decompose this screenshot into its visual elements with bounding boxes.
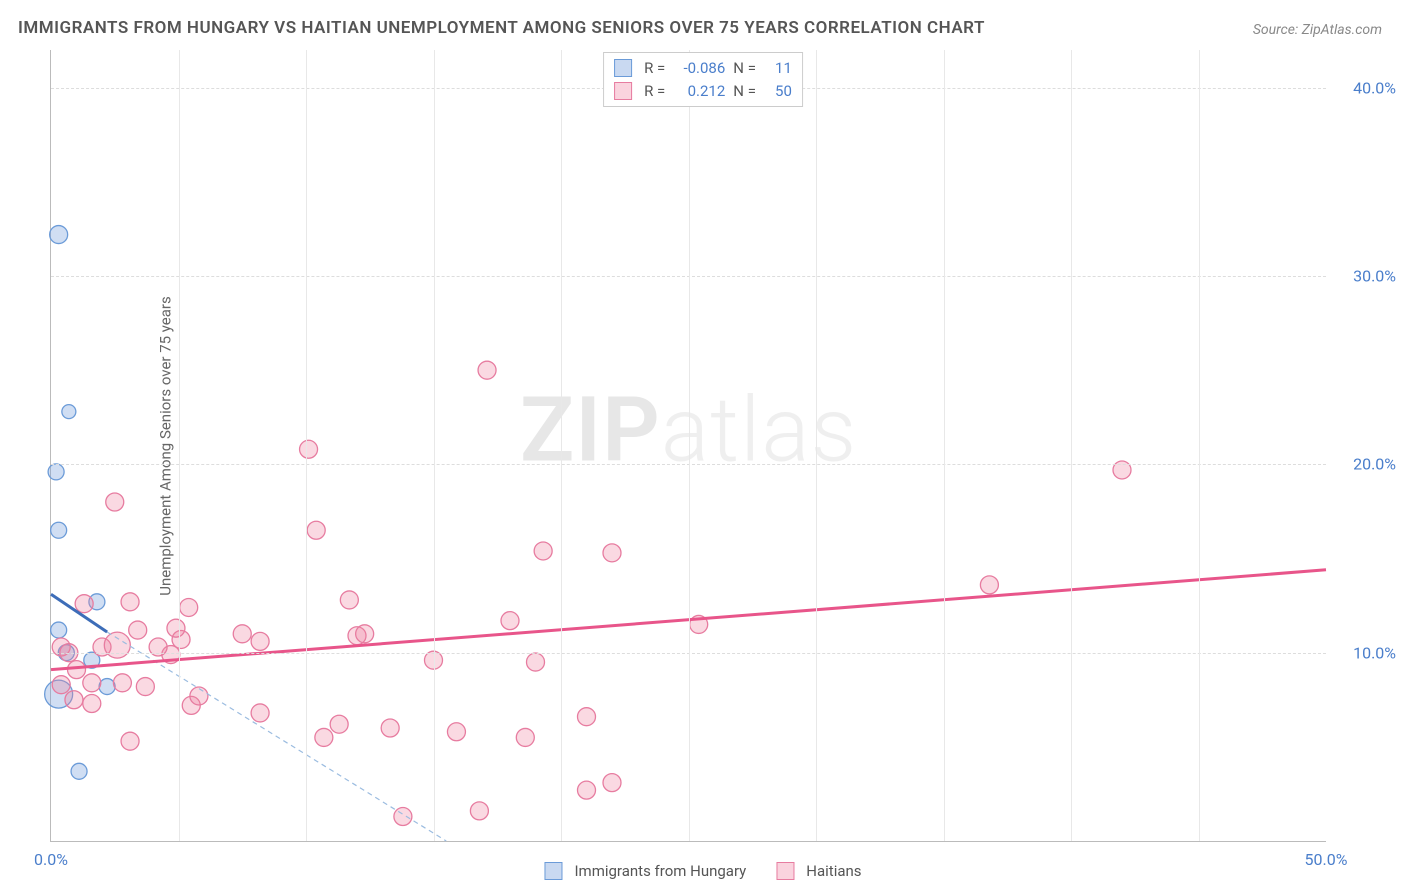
y-tick-label: 20.0% — [1336, 455, 1396, 474]
data-point — [51, 522, 67, 538]
trend-line-ext — [107, 632, 446, 841]
data-point — [106, 493, 124, 511]
n-value: 11 — [764, 57, 792, 80]
data-point — [190, 687, 208, 705]
chart-title: IMMIGRANTS FROM HUNGARY VS HAITIAN UNEMP… — [18, 18, 985, 38]
data-point — [300, 440, 318, 458]
data-point — [603, 774, 621, 792]
data-point — [516, 728, 534, 746]
data-point — [83, 695, 101, 713]
legend-label: Haitians — [806, 862, 861, 880]
data-point — [75, 595, 93, 613]
data-point — [51, 622, 67, 638]
data-point — [578, 708, 596, 726]
data-point — [251, 704, 269, 722]
source-label: Source: ZipAtlas.com — [1253, 22, 1382, 38]
legend-swatch-icon — [614, 59, 632, 77]
data-point — [980, 576, 998, 594]
x-tick-label: 0.0% — [34, 850, 68, 869]
n-label: N = — [733, 80, 756, 103]
data-point — [121, 593, 139, 611]
data-point — [330, 715, 348, 733]
data-point — [478, 361, 496, 379]
n-label: N = — [733, 57, 756, 80]
stats-legend-row: R = -0.086 N = 11 — [614, 57, 792, 80]
data-point — [48, 464, 64, 480]
data-point — [136, 678, 154, 696]
data-point — [50, 226, 68, 244]
legend-label: Immigrants from Hungary — [574, 862, 746, 880]
data-point — [233, 625, 251, 643]
r-label: R = — [644, 57, 665, 80]
legend-item: Immigrants from Hungary — [544, 862, 746, 880]
data-point — [129, 621, 147, 639]
data-point — [121, 732, 139, 750]
data-point — [167, 619, 185, 637]
data-point — [501, 612, 519, 630]
data-point — [470, 802, 488, 820]
data-point — [315, 728, 333, 746]
data-point — [534, 542, 552, 560]
legend-swatch-icon — [614, 82, 632, 100]
y-tick-label: 10.0% — [1336, 643, 1396, 662]
stats-legend: R = -0.086 N = 11 R = 0.212 N = 50 — [603, 52, 803, 107]
data-point — [83, 674, 101, 692]
data-point — [603, 544, 621, 562]
data-point — [65, 691, 83, 709]
data-point — [381, 719, 399, 737]
data-point — [180, 598, 198, 616]
data-point — [62, 405, 76, 419]
data-point — [307, 521, 325, 539]
legend-swatch-icon — [776, 862, 794, 880]
legend-item: Haitians — [776, 862, 861, 880]
y-tick-label: 40.0% — [1336, 78, 1396, 97]
r-label: R = — [644, 80, 665, 103]
data-point — [52, 676, 70, 694]
data-point — [527, 653, 545, 671]
y-tick-label: 30.0% — [1336, 267, 1396, 286]
data-point — [104, 632, 130, 658]
data-point — [340, 591, 358, 609]
data-point — [251, 632, 269, 650]
r-value: 0.212 — [673, 80, 725, 103]
r-value: -0.086 — [673, 57, 725, 80]
bottom-legend: Immigrants from Hungary Haitians — [544, 862, 861, 880]
data-point — [447, 723, 465, 741]
x-tick-label: 50.0% — [1305, 850, 1348, 869]
data-point — [356, 625, 374, 643]
legend-swatch-icon — [544, 862, 562, 880]
data-point — [99, 679, 115, 695]
data-point — [394, 808, 412, 826]
data-point — [71, 763, 87, 779]
plot-area: ZIPatlas 10.0%20.0%30.0%40.0%0.0%50.0% — [50, 50, 1326, 842]
data-point — [578, 781, 596, 799]
n-value: 50 — [764, 80, 792, 103]
data-point — [113, 674, 131, 692]
correlation-chart: IMMIGRANTS FROM HUNGARY VS HAITIAN UNEMP… — [0, 0, 1406, 892]
stats-legend-row: R = 0.212 N = 50 — [614, 80, 792, 103]
